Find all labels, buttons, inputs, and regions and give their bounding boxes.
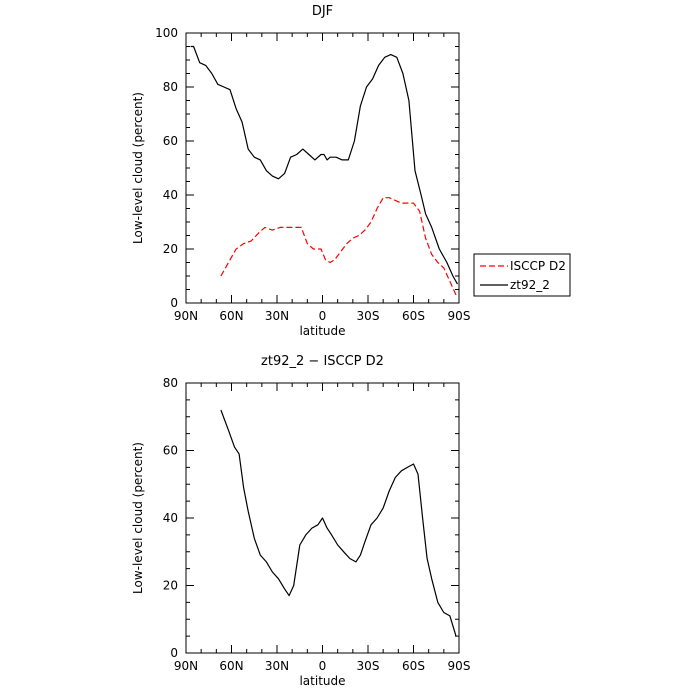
y-tick-label: 40 (163, 511, 178, 525)
x-tick-label: 30S (357, 659, 380, 673)
chart-title: DJF (312, 4, 333, 19)
y-tick-label: 0 (170, 296, 178, 310)
y-tick-label: 60 (163, 444, 178, 458)
y-tick-label: 20 (163, 242, 178, 256)
x-tick-label: 90S (448, 309, 471, 323)
y-tick-label: 0 (170, 646, 178, 660)
x-tick-label: 90N (174, 309, 198, 323)
x-tick-label: 60S (402, 309, 425, 323)
x-tick-label: 90N (174, 659, 198, 673)
series-line-isccp-d2 (220, 197, 457, 296)
y-tick-label: 100 (155, 26, 178, 40)
legend-label: zt92_2 (510, 278, 550, 292)
y-tick-label: 40 (163, 188, 178, 202)
x-tick-label: 60N (219, 659, 243, 673)
difference-line (220, 409, 457, 637)
difference-panel: zt92_2 − ISCCP D2 90N 60N 30N 0 30S 60S 90S 0 20 4… (131, 354, 470, 688)
x-tick-label: 30S (357, 309, 380, 323)
x-tick-label: 30N (265, 309, 289, 323)
y-tick-label: 60 (163, 134, 178, 148)
y-tick-label: 20 (163, 579, 178, 593)
y-axis-label: Low-level cloud (percent) (131, 92, 145, 244)
series-line-zt92-2 (190, 45, 459, 285)
y-axis-label: Low-level cloud (percent) (131, 442, 145, 594)
legend-box (473, 253, 571, 297)
x-axis-label: latitude (299, 324, 345, 338)
x-axis-label: latitude (299, 674, 345, 688)
y-tick-label: 80 (163, 376, 178, 390)
x-tick-label: 60N (219, 309, 243, 323)
x-tick-label: 60S (402, 659, 425, 673)
x-tick-label: 90S (448, 659, 471, 673)
x-tick-label: 0 (319, 309, 327, 323)
x-tick-label: 0 (319, 659, 327, 673)
plot-frame (185, 32, 460, 304)
chart-title: zt92_2 − ISCCP D2 (261, 354, 384, 369)
legend-label: ISCCP D2 (510, 259, 566, 273)
legend: ISCCP D2 zt92_2 (473, 253, 571, 297)
x-tick-label: 30N (265, 659, 289, 673)
djf-panel: DJF 90N 60N 30N 0 30S 60S 90S 0 20 40 60 80 100 latitu… (131, 4, 470, 338)
y-tick-label: 80 (163, 80, 178, 94)
